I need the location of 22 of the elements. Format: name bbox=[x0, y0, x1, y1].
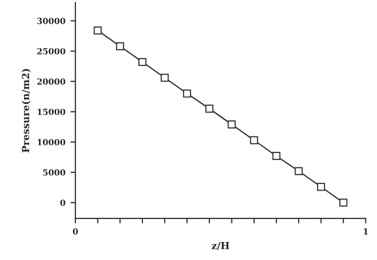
point bbox=[160, 74, 169, 82]
point bbox=[183, 90, 192, 98]
x-axis-title: z/H bbox=[212, 242, 230, 250]
y-tick-label: 0 bbox=[60, 200, 66, 206]
point bbox=[228, 120, 236, 128]
point bbox=[116, 42, 124, 50]
point bbox=[138, 58, 146, 66]
x-tick-label: 1 bbox=[364, 228, 368, 234]
y-tick-label: 10000 bbox=[38, 139, 66, 146]
point bbox=[94, 26, 102, 35]
y-tick-label: 5000 bbox=[43, 169, 66, 176]
point bbox=[205, 104, 214, 113]
point bbox=[339, 198, 348, 207]
y-axis-title: Pressure(n/m2) bbox=[22, 69, 31, 152]
y-tick-label: 20000 bbox=[37, 78, 66, 85]
y-tick-label: 25000 bbox=[37, 48, 66, 54]
point bbox=[317, 182, 326, 191]
point bbox=[250, 136, 258, 144]
y-tick-label: 15000 bbox=[38, 108, 66, 115]
y-tick-label: 30000 bbox=[37, 18, 66, 24]
point bbox=[272, 152, 280, 160]
point bbox=[294, 167, 303, 176]
